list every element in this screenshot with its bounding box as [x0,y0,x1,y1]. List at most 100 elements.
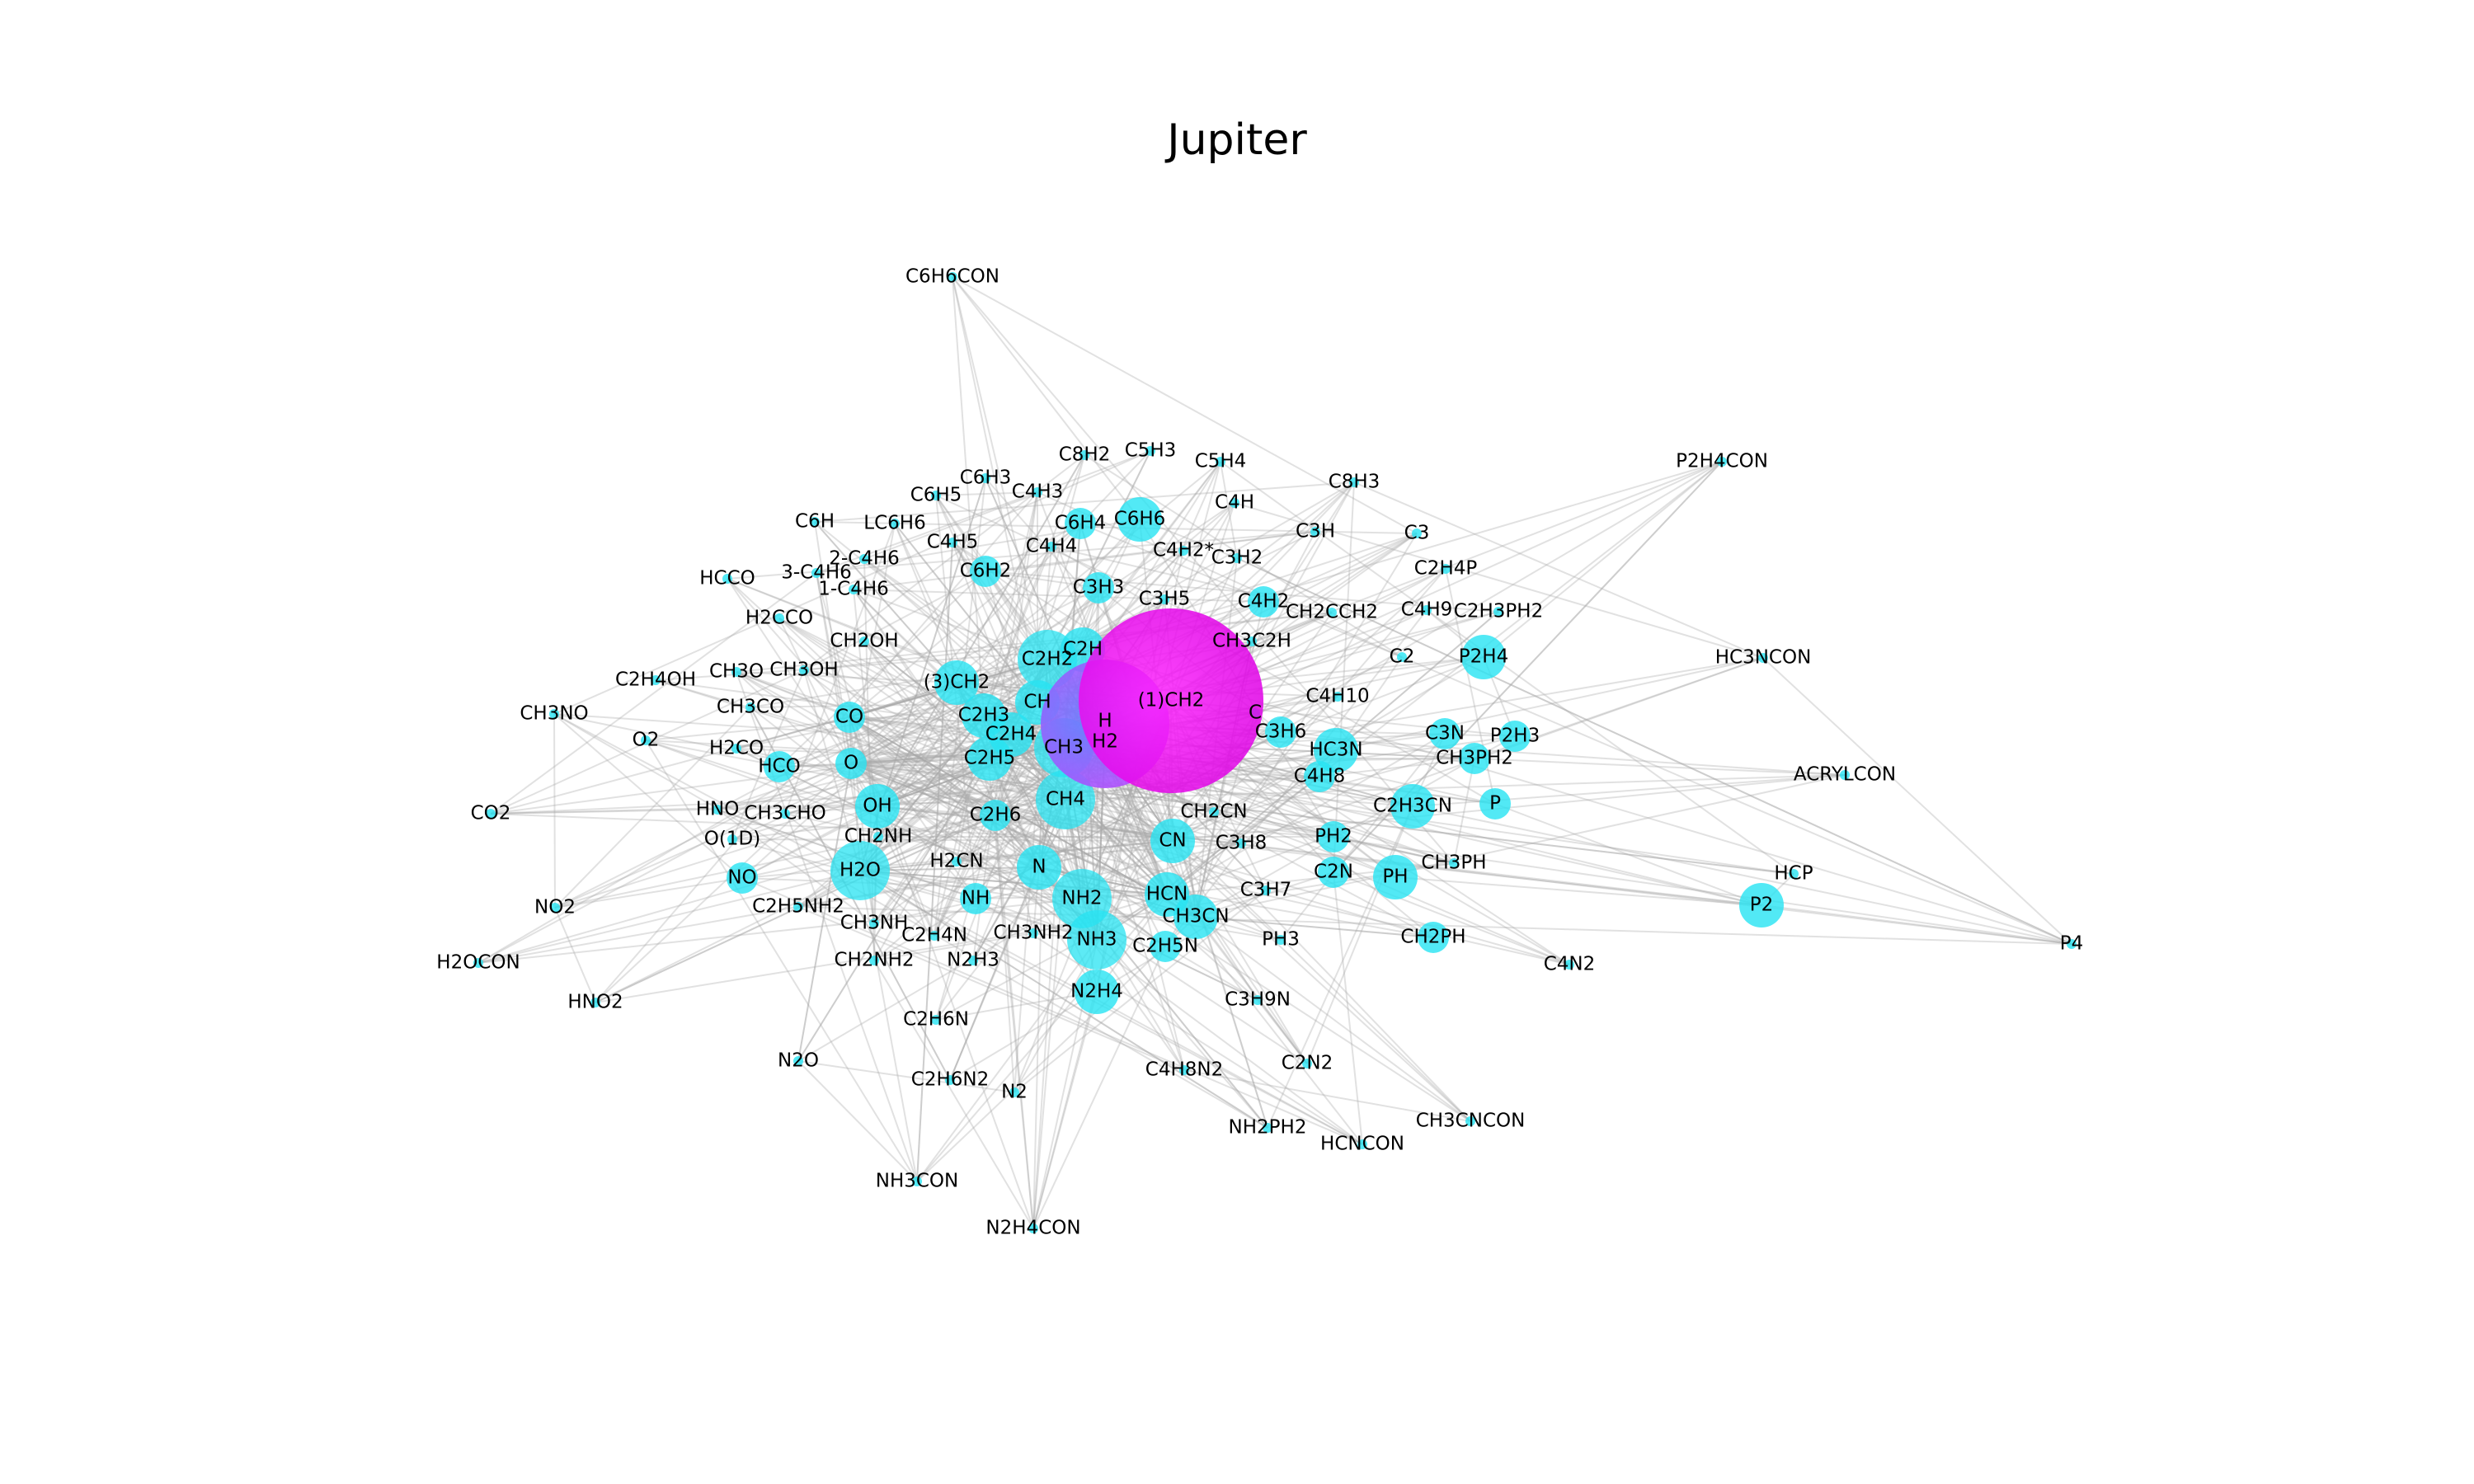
node-C4H4 [1047,542,1056,552]
node-label: 1-C4H6 [818,579,889,600]
node-CH2OH [859,636,869,646]
node-label: NH2 [1061,888,1102,909]
edge-HC3NCON-OH [877,657,1764,807]
edge-CH3-O [850,747,1065,764]
edge-HCN-C2H3CN [1166,805,1413,895]
node-C6H3 [981,473,990,483]
edge-C5H3-O [850,450,1151,764]
node-CH3PH2 [1459,743,1490,774]
node-label: CH3PH2 [1436,748,1513,769]
node-PH3 [1276,935,1286,945]
edge-C3H-C6H2 [985,531,1316,572]
node-label: HC3N [1309,740,1362,761]
node-label: C3H6 [1255,721,1307,743]
node-label: H2CCO [745,608,813,629]
node-O [835,748,867,779]
edge-NH3-HNO [717,809,1098,941]
edge-N2O-O [797,763,852,1062]
node-C3H7 [1261,885,1271,895]
edge-OH-CN [877,805,1174,842]
node-C2H2 [1018,630,1077,689]
edge-N-O2 [645,740,1040,868]
node-label: N2 [1001,1082,1028,1103]
edge-P2H4CON-CH2NH2 [873,461,1723,961]
node-CO2 [486,809,496,819]
edge-H2O-CH3OH [803,669,861,871]
edge-C2H6N-N2H4 [935,991,1098,1021]
node-H2CO [731,744,741,754]
edge-HCNCON-NO [741,877,1363,1145]
edge-C2H3-C4H4 [983,546,1052,716]
label-layer: HH2(1)CH2CH4NH3NH2C2H2CH3H2OOHHCNCH3CNC2… [436,266,2083,1239]
edge-CH3CNCON-CO [849,716,1471,1122]
edge-NO2-NO [554,877,743,909]
edge-HCCO-CH [727,578,1038,703]
node-CH2NH [873,832,883,842]
node-label: CH2OH [830,631,898,652]
edge-O-HCN [850,763,1168,895]
node-label: HNO [696,799,740,820]
node-label: CH3 [1044,737,1084,758]
edge-HCP-O [850,763,1794,875]
edge-CH2PH-O [850,763,1434,938]
node-N2O [793,1056,803,1066]
node-label: C4H2* [1153,540,1214,561]
node-label: C6H2 [960,561,1012,582]
edge-CN-O [850,763,1174,842]
node-label: H2 [1092,731,1118,753]
edge-H2OCON-C2H2 [477,659,1048,964]
edge-C5H3-2-C4H6 [863,450,1151,560]
edge-OH-CH3O [736,671,878,807]
edge-ACRYLCON-CH4 [1065,774,1846,801]
edge-P4-HC3NCON [1762,657,2072,945]
edge-O(1D)-CH4 [731,799,1066,840]
edge-C4H9-C2H5N [1164,609,1427,947]
edge-HNO2-CH3PH [595,862,1455,1003]
node-C4H9 [1422,605,1432,615]
node-(3)CH2 [934,660,979,705]
node-N [1017,845,1061,890]
node-C2H5 [967,736,1012,781]
node-H2CCO [774,613,784,623]
edge-HCCO-CO [727,578,850,718]
edge-CH3O-CO [736,671,850,718]
edge-CO-N [849,716,1040,868]
node-label: CH2CCH2 [1286,602,1378,623]
edge-C5H4-C3H2 [1220,461,1238,559]
node-NH3CON [912,1176,922,1186]
edge-C6H-CH [814,521,1038,703]
node-label: P2 [1750,895,1774,916]
edge-C6H2-HCO [778,571,986,768]
edge-CN-H2CO [736,748,1174,842]
node-label: CH3CN [1162,906,1229,928]
edge-CH3NO-NO [553,713,743,879]
edge-3-C4H6-OH [816,572,878,807]
node-label: CH2PH [1400,927,1465,948]
edge-C4H4-CH2CCH2 [1051,546,1333,613]
node-label: C4H8 [1294,766,1346,787]
edge-CH3PH2-CH3PH [1453,758,1475,864]
edge-CH2NH2-CH3NH2 [873,932,1034,961]
node-C2H6N [931,1015,941,1025]
node-label: C3H9N [1225,989,1291,1011]
node-C2H6N2 [945,1075,955,1085]
node-C3N [1429,718,1460,749]
node-C2N [1318,857,1349,888]
node-label: C2H6N2 [911,1069,989,1091]
node-PH2 [1318,821,1349,852]
node-C2H4P [1441,564,1451,574]
node-C3 [1412,528,1422,538]
edge-N2H4CON-N2H4 [1032,991,1098,1229]
node-C2N2 [1302,1059,1312,1068]
edge-CH2PH-CH3CN [1195,916,1434,938]
edge-HNO2-H2O [595,870,861,1003]
node-label: CH [1023,692,1051,713]
edge-NO2-CH3NO [553,713,556,909]
edge-C2H3-C8H2 [983,454,1085,716]
edge-1-C4H6-C2H2 [853,589,1048,660]
node-label: NH3 [1076,929,1117,951]
edge-NH3CON-CH3CN [916,916,1197,1182]
edge-C4H8-CH3PH2 [1319,758,1475,777]
edge-CH3-O [850,747,1065,764]
edge-C4H5-NH3CON [916,542,953,1182]
